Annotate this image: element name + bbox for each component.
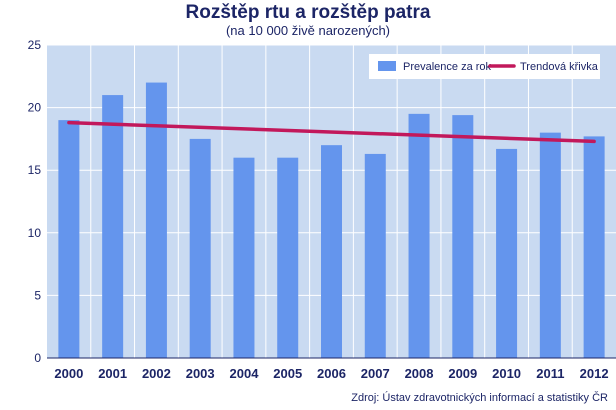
bar-2003 xyxy=(189,138,211,358)
x-axis-ticks: 2000 2001 2002 2003 2004 2005 2006 2007 2008 2009… xyxy=(54,366,608,381)
legend-label-bars: Prevalence za rok xyxy=(403,61,492,73)
x-tick-label: 2000 xyxy=(54,366,83,381)
legend-box xyxy=(369,54,600,79)
x-tick-label: 2011 xyxy=(536,366,564,381)
x-tick-label: 2003 xyxy=(186,366,215,381)
chart-title: Rozštěp rtu a rozštěp patra xyxy=(185,2,431,23)
y-tick-label: 25 xyxy=(28,38,42,52)
x-tick-label: 2005 xyxy=(273,366,302,381)
x-tick-label: 2010 xyxy=(492,366,521,381)
bar-2001 xyxy=(102,95,124,358)
bar-2009 xyxy=(452,115,474,358)
bar-2011 xyxy=(539,132,561,358)
legend: Prevalence za rok Trendová křivka xyxy=(369,54,600,79)
y-tick-label: 15 xyxy=(28,163,42,177)
x-tick-label: 2002 xyxy=(142,366,171,381)
y-tick-label: 0 xyxy=(34,351,41,365)
grid-lines xyxy=(47,44,616,358)
x-tick-label: 2012 xyxy=(580,366,609,381)
bar-2007 xyxy=(364,153,386,358)
trend-line xyxy=(67,120,596,144)
bars xyxy=(58,82,605,359)
bar-2004 xyxy=(233,157,255,358)
y-tick-label: 5 xyxy=(34,288,41,302)
bar-2008 xyxy=(408,113,430,358)
source-note: Zdroj: Ústav zdravotnických informací a … xyxy=(351,392,608,404)
bar-2010 xyxy=(496,148,518,358)
bar-2006 xyxy=(321,145,342,358)
x-tick-label: 2004 xyxy=(230,366,260,381)
y-tick-label: 10 xyxy=(28,226,42,240)
x-tick-label: 2006 xyxy=(317,366,346,381)
legend-swatch-bars xyxy=(378,61,396,71)
legend-label-trend: Trendová křivka xyxy=(520,61,599,73)
x-tick-label: 2009 xyxy=(448,366,477,381)
bar-2002 xyxy=(145,82,167,358)
chart-subtitle: (na 10 000 živě narozených) xyxy=(225,23,391,38)
bar-2012 xyxy=(583,136,605,358)
bar-2005 xyxy=(277,157,299,358)
x-tick-label: 2007 xyxy=(361,366,390,381)
y-axis-ticks: 0 5 10 15 20 25 xyxy=(28,38,42,365)
x-tick-label: 2008 xyxy=(405,366,434,381)
bar-2000 xyxy=(58,120,80,359)
y-tick-label: 20 xyxy=(28,101,42,115)
x-tick-label: 2001 xyxy=(98,366,127,381)
